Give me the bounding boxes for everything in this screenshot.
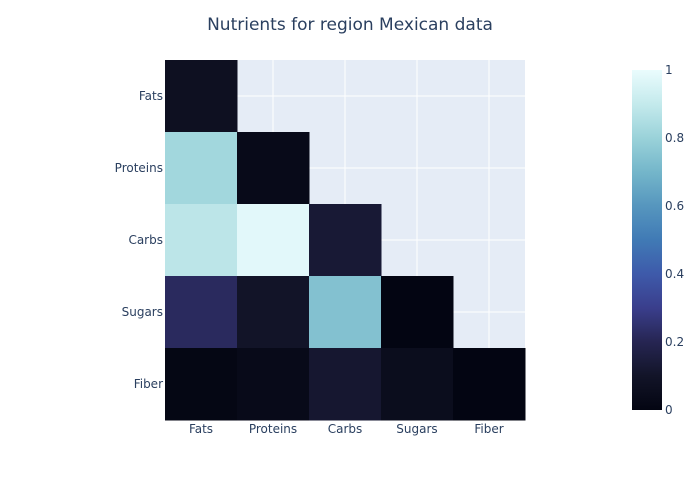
heatmap-cell-fiber-sugars[interactable] xyxy=(381,348,454,421)
x-tick-label: Fiber xyxy=(474,422,503,436)
heatmap-cell-fiber-proteins[interactable] xyxy=(237,348,310,421)
heatmap-cell-proteins-fats[interactable] xyxy=(165,132,238,205)
y-tick-label: Sugars xyxy=(122,305,163,319)
y-tick-label: Proteins xyxy=(115,161,163,175)
y-tick-label: Fats xyxy=(139,89,163,103)
x-tick-label: Fats xyxy=(189,422,213,436)
heatmap-cell-carbs-fats[interactable] xyxy=(165,204,238,277)
heatmap-cell-sugars-carbs[interactable] xyxy=(309,276,382,349)
heatmap-cell-fiber-fats[interactable] xyxy=(165,348,238,421)
colorbar-tick-label: 0.2 xyxy=(665,335,684,349)
x-axis: Fats Proteins Carbs Sugars Fiber xyxy=(189,422,504,436)
heatmap-cell-sugars-proteins[interactable] xyxy=(237,276,310,349)
colorbar-tick-label: 0.6 xyxy=(665,199,684,213)
x-tick-label: Proteins xyxy=(249,422,297,436)
colorbar-tick-label: 0.4 xyxy=(665,267,684,281)
chart-title: Nutrients for region Mexican data xyxy=(207,15,493,35)
x-tick-label: Sugars xyxy=(396,422,437,436)
y-axis: Fats Proteins Carbs Sugars Fiber xyxy=(115,89,163,391)
heatmap-cell-sugars-fats[interactable] xyxy=(165,276,238,349)
colorbar: 0 0.2 0.4 0.6 0.8 1 xyxy=(632,63,684,417)
heatmap-cell-sugars-sugars[interactable] xyxy=(381,276,454,349)
colorbar-tick-label: 1 xyxy=(665,63,673,77)
plot-area xyxy=(165,60,526,421)
y-tick-label: Fiber xyxy=(134,377,163,391)
x-tick-label: Carbs xyxy=(328,422,363,436)
heatmap-cell-fats-fats[interactable] xyxy=(165,60,238,133)
colorbar-tick-label: 0 xyxy=(665,403,673,417)
heatmap-cell-proteins-proteins[interactable] xyxy=(237,132,310,205)
heatmap-cell-fiber-fiber[interactable] xyxy=(453,348,526,421)
colorbar-gradient xyxy=(632,70,662,410)
colorbar-tick-label: 0.8 xyxy=(665,131,684,145)
heatmap-cell-carbs-proteins[interactable] xyxy=(237,204,310,277)
y-tick-label: Carbs xyxy=(128,233,163,247)
heatmap-cell-fiber-carbs[interactable] xyxy=(309,348,382,421)
heatmap-cell-carbs-carbs[interactable] xyxy=(309,204,382,277)
